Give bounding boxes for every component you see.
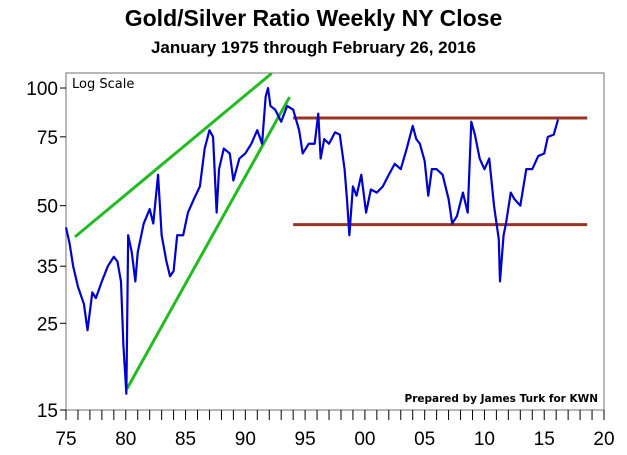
x-tick-label: 10	[474, 429, 495, 450]
x-tick-label: 90	[235, 429, 256, 450]
lower-uptrend-line	[125, 96, 291, 390]
plot-frame	[65, 72, 605, 411]
y-tick-label: 25	[37, 314, 58, 335]
y-tick-label: 15	[37, 401, 58, 422]
chart-title: Gold/Silver Ratio Weekly NY Close	[124, 5, 503, 31]
chart-subtitle: January 1975 through February 26, 2016	[150, 38, 477, 57]
y-tick-label: 100	[26, 79, 58, 100]
y-tick-label: 75	[37, 128, 58, 149]
x-tick-label: 05	[414, 429, 435, 450]
credit-label: Prepared by James Turk for KWN	[405, 393, 598, 405]
x-tick-label: 95	[295, 429, 316, 450]
x-tick-label: 80	[115, 429, 136, 450]
x-tick-label: 20	[593, 429, 614, 450]
x-tick-label: 85	[175, 429, 196, 450]
y-tick-label: 35	[37, 257, 58, 278]
x-tick-label: 00	[354, 429, 375, 450]
gold-silver-ratio-line	[64, 86, 560, 395]
log-scale-label: Log Scale	[72, 77, 134, 92]
y-tick-label: 50	[37, 197, 58, 218]
x-tick-label: 15	[534, 429, 555, 450]
upper-uptrend-line	[74, 72, 273, 239]
x-tick-label: 75	[55, 429, 76, 450]
